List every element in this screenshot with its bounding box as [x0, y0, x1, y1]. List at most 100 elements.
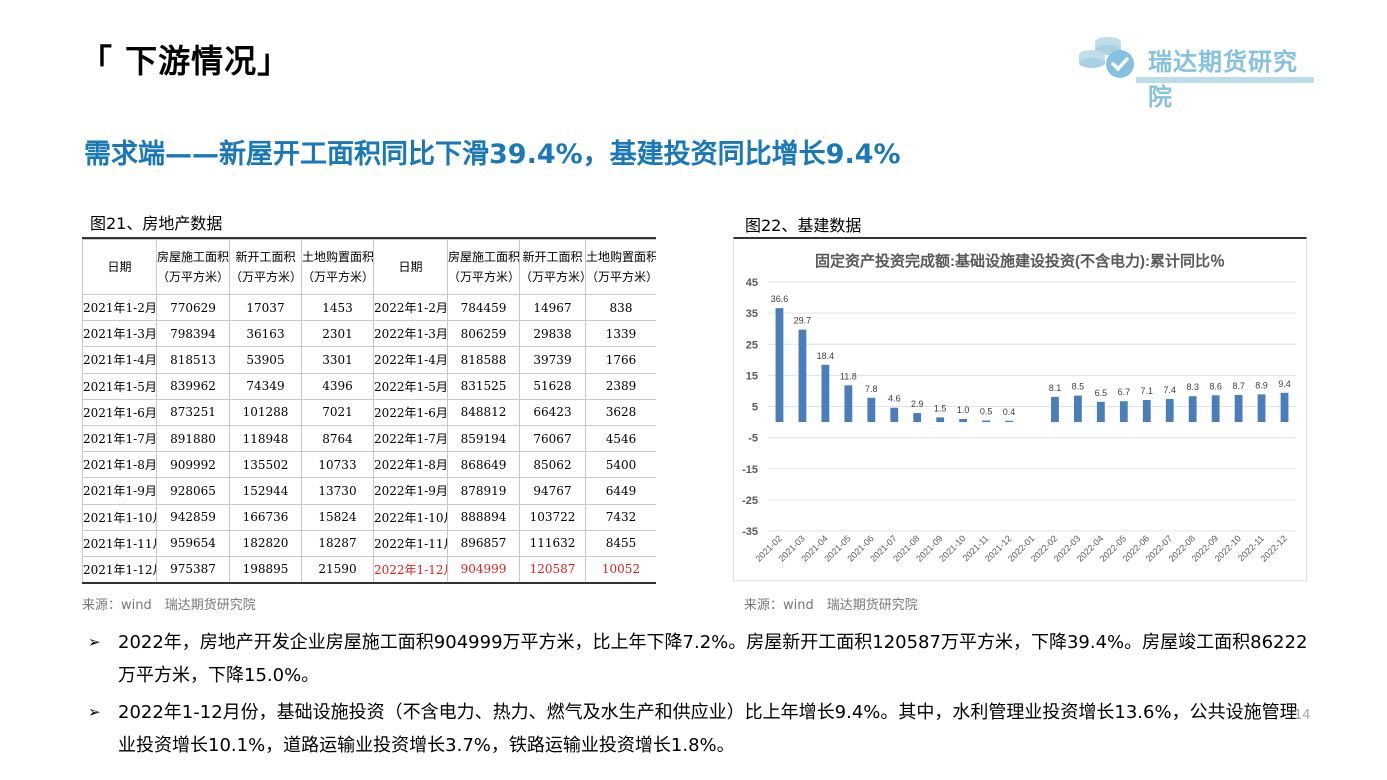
table-header-cell: 新开工面积 （万平方米） [519, 239, 586, 295]
table-cell: 2021年1-5月 [82, 372, 157, 400]
table-cell: 2021年1-12月 [82, 555, 157, 582]
table-cell: 18287 [301, 529, 374, 557]
table-cell: 896857 [447, 529, 520, 557]
y-tick-label: -5 [748, 433, 758, 445]
table-row: 2021年1-6月 873251 101288 7021 2022年1-6月 848812… [82, 398, 656, 426]
table-cell: 975387 [156, 555, 230, 582]
table-cell: 6449 [585, 477, 656, 505]
table-cell: 878919 [447, 477, 520, 505]
table-cell: 2022年1-4月 [373, 346, 448, 374]
arrow-bullet-icon: ➢ [88, 703, 101, 721]
table-cell: 2021年1-6月 [82, 398, 157, 426]
table-cell: 118948 [229, 424, 302, 453]
table-cell: 784459 [447, 293, 520, 322]
bar [1074, 395, 1082, 423]
table-row: 2021年1-12月 975387 198895 21590 2022年1-12月 904… [82, 555, 656, 582]
table-cell: 101288 [229, 398, 302, 426]
table-cell: 891880 [156, 424, 230, 453]
table-cell: 39739 [519, 346, 586, 374]
table-cell: 5400 [585, 451, 656, 479]
table-cell: 7021 [301, 398, 374, 426]
table-cell: 831525 [447, 372, 520, 400]
table-cell: 76067 [519, 424, 586, 453]
table-cell: 798394 [156, 320, 230, 348]
figure22-title: 图22、基建数据 [745, 216, 862, 235]
y-tick-label: -15 [742, 464, 758, 476]
real-estate-table: 日期 房屋施工面积 （万平方米） 新开工面积 （万平方米） 土地购置面积 （万平方米） 日期房… [82, 237, 656, 584]
figure22-source: 来源：wind 瑞达期货研究院 [744, 598, 918, 613]
table-cell: 8764 [301, 424, 374, 453]
table-cell: 2021年1-8月 [82, 451, 157, 479]
table-cell: 888894 [447, 503, 520, 531]
table-cell: 2021年1-11月 [82, 529, 157, 557]
data-label: 7.8 [865, 384, 878, 394]
logo-text: 瑞达期货研究院 [1148, 48, 1298, 111]
table-row: 2021年1-5月 839962 74349 4396 2022年1-5月 831525 5… [82, 372, 656, 400]
table-cell: 74349 [229, 372, 302, 400]
table-cell: 29838 [519, 320, 586, 348]
table-cell: 859194 [447, 424, 520, 453]
table-cell: 818588 [447, 346, 520, 374]
arrow-bullet-icon: ➢ [88, 633, 101, 651]
table-cell: 2022年1-8月 [373, 451, 448, 479]
data-label: 7.4 [1163, 385, 1176, 395]
table-cell: 1453 [301, 293, 374, 322]
table-cell: 2022年1-10月 [373, 503, 448, 531]
bar [1188, 396, 1197, 423]
bullet-text: 2022年1-12月份，基础设施投资（不含电力、热力、燃气及水生产和供应业）比上… [118, 702, 1298, 756]
table-cell: 51628 [519, 372, 586, 400]
bar [959, 418, 968, 423]
table-row: 2021年1-11月 959654 182820 18287 2022年1-11月 896… [82, 529, 656, 557]
data-label: 8.3 [1186, 382, 1199, 392]
table-cell: 15824 [301, 503, 374, 531]
bar [936, 417, 945, 423]
bar [1280, 392, 1289, 423]
table-cell: 2022年1-5月 [373, 372, 448, 400]
data-label: 8.6 [1209, 381, 1222, 391]
table-cell: 2021年1-3月 [82, 320, 157, 348]
table-cell: 21590 [301, 555, 374, 582]
table-header-cell: 日期 [82, 239, 157, 295]
data-label: 8.7 [1232, 381, 1245, 391]
data-label: 7.1 [1141, 386, 1154, 396]
table-cell: 94767 [519, 477, 586, 505]
bar [1257, 394, 1266, 423]
table-cell: 1766 [585, 346, 656, 374]
chart-title: 固定资产投资完成额:基础设施建设投资(不含电力):累计同比％ [815, 252, 1225, 270]
table-cell: 103722 [519, 503, 586, 531]
data-label: 2.9 [911, 399, 924, 409]
table-cell: 111632 [519, 529, 586, 557]
data-label: 18.4 [817, 351, 835, 361]
table-cell: 806259 [447, 320, 520, 348]
table-cell: 838 [585, 293, 656, 322]
bar [821, 364, 830, 423]
table-header-cell: 新开工面积 （万平方米） [229, 239, 302, 295]
data-label: 11.8 [840, 371, 857, 381]
table-cell: 959654 [156, 529, 230, 557]
table-cell: 770629 [156, 293, 230, 322]
bullet-item-1: ➢ 2022年，房地产开发企业房屋施工面积904999万平方米，比上年下降7.2… [88, 626, 1308, 692]
data-label: 0.4 [1003, 407, 1016, 417]
y-tick-label: -25 [742, 495, 758, 507]
table-cell: 13730 [301, 477, 374, 505]
table-row: 2021年1-4月 818513 53905 3301 2022年1-4月 818588 3… [82, 346, 656, 374]
logo-underline [1136, 77, 1314, 83]
table-cell: 2022年1-12月 [373, 555, 448, 582]
table-cell: 166736 [229, 503, 302, 531]
bar [1005, 420, 1013, 423]
table-cell: 868649 [447, 451, 520, 479]
table-cell: 152944 [229, 477, 302, 505]
table-cell: 3301 [301, 346, 374, 374]
table-row: 2021年1-7月 891880 118948 8764 2022年1-7月 859194… [82, 424, 656, 453]
table-cell: 904999 [447, 555, 520, 582]
table-cell: 8455 [585, 529, 656, 557]
data-label: 8.9 [1255, 380, 1268, 390]
table-cell: 928065 [156, 477, 230, 505]
table-header-cell: 土地购置面积 （万平方米） [585, 239, 656, 295]
table-cell: 1339 [585, 320, 656, 348]
bar [1096, 401, 1105, 423]
table-cell: 85062 [519, 451, 586, 479]
table-cell: 848812 [447, 398, 520, 426]
table-cell: 4396 [301, 372, 374, 400]
table-cell: 2022年1-11月 [373, 529, 448, 557]
